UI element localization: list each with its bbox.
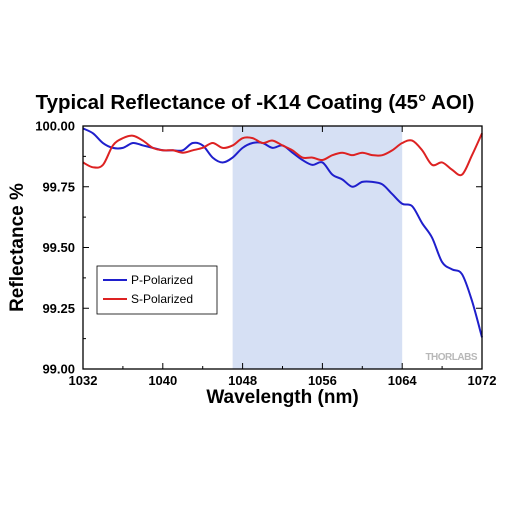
y-tick-label: 99.50 xyxy=(42,240,75,255)
legend: P-Polarized S-Polarized xyxy=(96,265,218,315)
y-tick-label: 99.00 xyxy=(42,362,75,377)
series-line-s-polarized xyxy=(82,132,483,177)
legend-box xyxy=(96,265,218,315)
ticks-layer xyxy=(82,125,483,370)
y-axis-label: Reflectance % xyxy=(7,183,28,312)
x-tick-label: 1032 xyxy=(69,373,98,388)
x-axis-label: Wavelength (nm) xyxy=(206,387,358,408)
y-tick-label: 99.75 xyxy=(42,179,75,194)
legend-label-p-polarized: P-Polarized xyxy=(131,273,193,287)
x-tick-label: 1072 xyxy=(468,373,497,388)
x-tick-label: 1048 xyxy=(228,373,257,388)
x-tick-label: 1056 xyxy=(308,373,337,388)
curves-layer xyxy=(82,127,483,338)
chart-title: Typical Reflectance of -K14 Coating (45°… xyxy=(35,91,475,114)
y-tick-label: 99.25 xyxy=(42,301,75,316)
legend-label-s-polarized: S-Polarized xyxy=(131,292,193,306)
x-tick-label: 1040 xyxy=(148,373,177,388)
thorlabs-watermark: THORLABS xyxy=(425,352,477,363)
x-tick-label: 1064 xyxy=(388,373,418,388)
tick-labels-layer: 1032 1040 1048 1056 1064 1072 99.00 99.25 99.50 9… xyxy=(35,119,496,389)
shaded-band xyxy=(232,126,403,369)
y-tick-label: 100.00 xyxy=(35,119,75,134)
